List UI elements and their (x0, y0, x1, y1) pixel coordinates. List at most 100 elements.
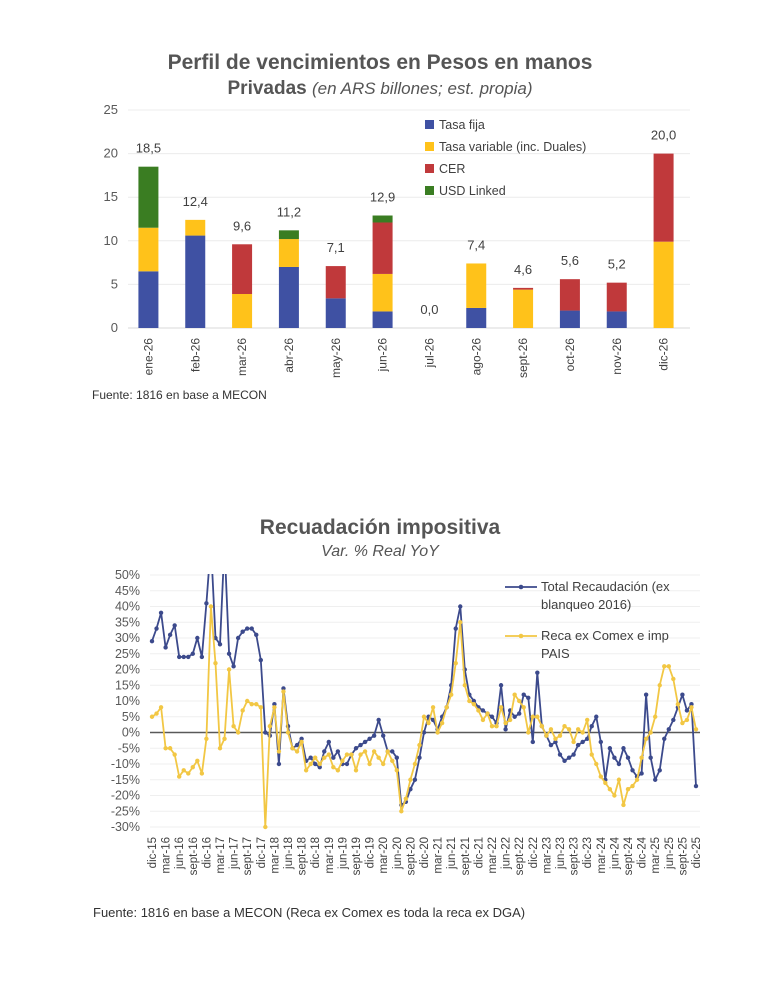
chart2-data-point (521, 705, 526, 710)
chart2-data-point (272, 705, 277, 710)
chart2-data-point (662, 736, 667, 741)
chart1-y-tick-label: 20 (104, 146, 118, 161)
chart2-data-point (553, 739, 558, 745)
chart1-data-label: 18,5 (136, 141, 161, 156)
chart2-data-point (317, 761, 322, 767)
chart2-x-tick-label: dic-21 (473, 837, 485, 868)
chart2-data-point (308, 761, 313, 767)
chart1-bar-segment (372, 311, 393, 328)
chart2-data-point (630, 783, 635, 789)
chart2-data-point (308, 755, 313, 760)
chart2-data-point (353, 768, 359, 773)
chart2-data-point (394, 755, 399, 760)
chart2-legend-marker (518, 633, 524, 639)
chart2-data-point (362, 749, 368, 754)
chart2-x-tick-label: mar-25 (650, 837, 662, 873)
chart1-bar-segment (232, 244, 253, 294)
chart2-x-tick-label: sept-17 (242, 837, 254, 875)
chart1-bar-segment (653, 241, 674, 328)
chart2-x-tick-label: jun-25 (664, 837, 676, 870)
chart2-data-point (154, 711, 159, 716)
chart2-y-tick-label: 40% (115, 600, 140, 614)
chart2-data-point (539, 724, 545, 729)
chart2-data-point (235, 730, 241, 735)
chart2-data-point (163, 645, 168, 650)
chart2-data-point (199, 654, 205, 660)
chart1-data-label: 20,0 (651, 128, 676, 143)
chart2-data-point (503, 720, 508, 726)
chart1-legend-swatch (425, 186, 434, 195)
chart2-y-tick-label: 0% (122, 726, 140, 740)
chart2-data-point (489, 714, 495, 719)
chart1-bar-segment (372, 273, 393, 312)
chart2-data-point (467, 698, 472, 704)
chart2-data-point (231, 724, 236, 729)
chart2-data-point (154, 626, 159, 631)
chart2-data-point (680, 720, 685, 726)
chart2-y-tick-label: -30% (111, 820, 140, 834)
chart1-bar-segment (513, 289, 534, 328)
chart2-data-point (662, 664, 667, 669)
chart2-data-point (240, 629, 245, 634)
chart2-data-point (526, 695, 531, 701)
chart1-data-label: 5,6 (561, 253, 579, 268)
chart2-data-point (471, 701, 477, 707)
chart2-data-point (684, 717, 690, 723)
chart2-data-point (430, 705, 436, 710)
chart1-data-label: 12,9 (370, 190, 395, 205)
chart1-x-tick-label: jul-26 (422, 338, 436, 369)
chart1-bar-segment (653, 153, 674, 242)
chart2-data-point (444, 705, 449, 710)
chart2-x-tick-label: jun-20 (392, 837, 404, 870)
chart2-data-point (258, 657, 263, 663)
chart2-data-point (666, 664, 671, 669)
chart2-data-point (480, 717, 486, 723)
chart2-data-point (643, 736, 649, 741)
chart1-data-label: 4,6 (514, 262, 532, 277)
chart2-data-point (213, 661, 218, 666)
chart2-data-point (149, 638, 155, 644)
chart2-data-point (199, 771, 205, 776)
chart2-data-point (476, 708, 481, 713)
chart2-y-tick-label: -10% (111, 757, 140, 771)
chart2-data-point (517, 698, 522, 704)
chart2-data-point (381, 761, 386, 767)
chart2-data-point (485, 711, 490, 716)
chart2-data-point (625, 755, 631, 760)
chart2-y-tick-label: 30% (115, 631, 140, 645)
chart2-x-tick-label: jun-16 (174, 837, 186, 870)
chart2-data-point (272, 701, 277, 707)
chart2-data-point (281, 689, 286, 694)
chart1-y-tick-label: 15 (104, 189, 118, 204)
chart2-y-tick-label: 20% (115, 663, 140, 677)
chart2-x-tick-label: mar-21 (433, 837, 445, 873)
chart2-data-point (285, 730, 291, 735)
chart2-data-point (612, 755, 617, 760)
chart2-x-tick-label: sept-21 (460, 837, 472, 875)
chart2-data-point (657, 683, 662, 688)
chart2-x-tick-label: jun-18 (283, 837, 295, 870)
chart1-y-tick-label: 5 (111, 276, 118, 291)
chart2-data-point (181, 768, 186, 773)
chart2-data-point (204, 736, 209, 741)
chart1-bar-segment (559, 279, 580, 311)
chart1-bar-segment (138, 166, 159, 228)
chart2-data-point (371, 749, 377, 754)
chart1-title-line1: Perfil de vencimientos en Pesos en manos (167, 51, 593, 74)
chart2-data-point (435, 730, 440, 735)
chart2-x-tick-label: jun-17 (229, 837, 241, 870)
chart2-data-point (403, 796, 409, 801)
chart1-source: Fuente: 1816 en base a MECON (92, 388, 267, 402)
chart2-data-point (421, 714, 427, 719)
chart2-data-point (235, 635, 241, 641)
chart2-data-point (344, 761, 350, 767)
chart2-data-point (263, 730, 268, 735)
chart2-data-point (186, 654, 191, 660)
chart2-x-tick-label: mar-18 (269, 837, 281, 873)
chart1-bar-segment (513, 287, 534, 290)
chart2-data-point (299, 736, 304, 741)
chart2-x-tick-label: mar-19 (324, 837, 336, 873)
chart2-data-point (580, 730, 585, 735)
chart2-x-tick-label: jun-22 (501, 837, 513, 870)
